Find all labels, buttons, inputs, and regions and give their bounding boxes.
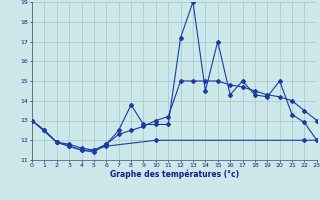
X-axis label: Graphe des températures (°c): Graphe des températures (°c) bbox=[110, 170, 239, 179]
